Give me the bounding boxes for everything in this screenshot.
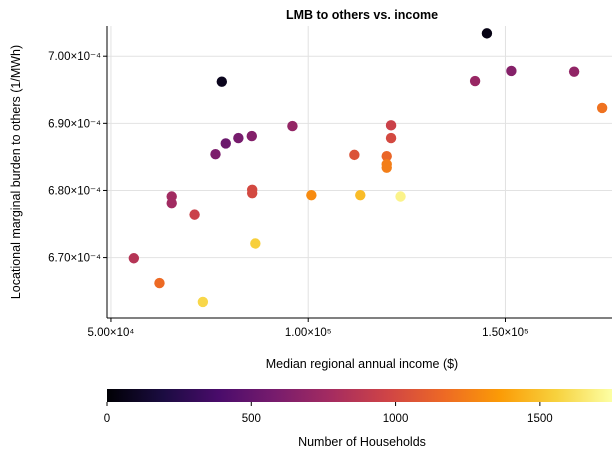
scatter-point: [233, 132, 244, 144]
scatter-point: [568, 66, 580, 77]
scatter-point: [506, 65, 517, 77]
scatter-point: [385, 132, 397, 144]
chart-title: LMB to others vs. income: [286, 8, 438, 22]
scatter-point: [246, 187, 258, 199]
scatter-point: [216, 76, 228, 87]
scatter-point: [381, 162, 392, 173]
x-axis-label: Median regional annual income ($): [266, 357, 458, 371]
y-axis: 6.70×10⁻⁴ 6.80×10⁻⁴ 6.90×10⁻⁴ 7.00×10⁻⁴: [48, 51, 107, 265]
scatter-point: [287, 120, 298, 132]
scatter-point: [189, 209, 200, 220]
scatter-point: [596, 102, 608, 114]
colorbar-tick-label: 500: [242, 413, 261, 425]
scatter-point: [355, 189, 366, 201]
scatter-point: [220, 138, 231, 149]
scatter-point: [250, 238, 261, 249]
scatter-point: [381, 151, 392, 162]
colorbar-label: Number of Households: [298, 435, 426, 449]
x-tick-label: 1.50×10⁵: [482, 327, 529, 339]
colorbar-tick-label: 1000: [383, 413, 409, 425]
x-tick-label: 5.00×10⁴: [88, 327, 135, 339]
scatter-point: [385, 120, 397, 131]
scatter-point: [349, 149, 360, 161]
gridlines: [107, 26, 612, 318]
scatter-point: [166, 198, 177, 209]
scatter-point: [306, 189, 317, 201]
scatter-point: [128, 253, 140, 264]
scatter-point: [469, 75, 481, 87]
scatter-point: [210, 149, 221, 160]
scatter-point: [481, 28, 493, 39]
colorbar: 0 500 1000 1500: [104, 389, 612, 425]
x-axis: 5.00×10⁴ 1.00×10⁵ 1.50×10⁵: [88, 318, 529, 339]
colorbar-ticks: 0 500 1000 1500: [104, 402, 553, 425]
colorbar-gradient: [107, 389, 612, 402]
y-tick-label: 6.90×10⁻⁴: [48, 118, 101, 130]
scatter-point: [395, 191, 406, 202]
colorbar-tick-label: 0: [104, 413, 110, 425]
scatter-points: [128, 28, 608, 308]
plot-area: [106, 26, 612, 319]
y-tick-label: 6.80×10⁻⁴: [48, 185, 101, 197]
scatter-point: [197, 296, 209, 308]
y-tick-label: 6.70×10⁻⁴: [48, 253, 101, 265]
x-tick-label: 1.00×10⁵: [285, 327, 332, 339]
scatter-point: [246, 130, 257, 142]
scatter-point: [154, 277, 165, 289]
y-axis-label: Locational marginal burden to others (1/…: [9, 45, 23, 299]
colorbar-tick-label: 1500: [527, 413, 553, 425]
y-tick-label: 7.00×10⁻⁴: [48, 51, 101, 63]
